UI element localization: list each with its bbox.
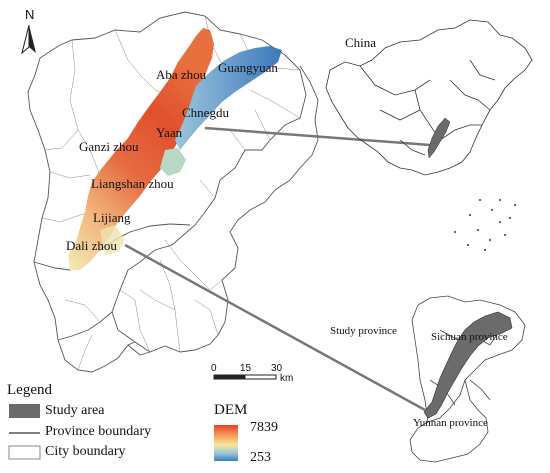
south-china-sea-islands xyxy=(454,199,516,251)
dem-title: DEM xyxy=(214,402,248,418)
north-label: N xyxy=(25,7,35,22)
dem-max-label: 7839 xyxy=(250,420,278,435)
place-ganzi: Ganzi zhou xyxy=(79,139,139,154)
place-yaan: Yaan xyxy=(156,125,183,140)
legend-study-area-swatch xyxy=(9,404,40,418)
place-lijiang: Lijiang xyxy=(93,210,131,225)
china-study-area xyxy=(427,117,451,159)
place-dali: Dali zhou xyxy=(66,238,117,253)
province-study-area xyxy=(423,311,513,419)
study-province-label: Study province xyxy=(330,325,397,337)
legend-province-label: Province boundary xyxy=(45,424,152,439)
place-liangshan: Liangshan zhou xyxy=(91,176,174,191)
dem-min-label: 253 xyxy=(250,450,271,465)
scale-bar xyxy=(213,374,277,380)
china-label: China xyxy=(345,35,377,50)
legend-study-area-label: Study area xyxy=(45,403,105,418)
legend-symbols xyxy=(8,404,41,460)
scale-tick-30: 30 xyxy=(271,363,283,374)
scale-tick-0: 0 xyxy=(211,363,217,374)
scale-tick-15: 15 xyxy=(240,363,252,374)
place-guangyuan: Guangyuan xyxy=(218,60,278,75)
dem-color-bar xyxy=(214,425,238,461)
connector-lines xyxy=(124,126,431,412)
sichuan-province-label: Sichuan province xyxy=(431,331,508,343)
study-area-dem xyxy=(68,28,282,270)
scale-unit: km xyxy=(280,373,294,384)
north-arrow-icon xyxy=(21,24,36,55)
main-city-boundaries xyxy=(41,15,301,371)
yunnan-province-label: Yunnan province xyxy=(413,417,488,429)
legend-city-label: City boundary xyxy=(45,444,126,459)
legend-title: Legend xyxy=(7,382,52,398)
place-aba: Aba zhou xyxy=(156,67,207,82)
place-chengdu: Chnegdu xyxy=(182,105,229,120)
legend-city-box xyxy=(8,445,41,460)
